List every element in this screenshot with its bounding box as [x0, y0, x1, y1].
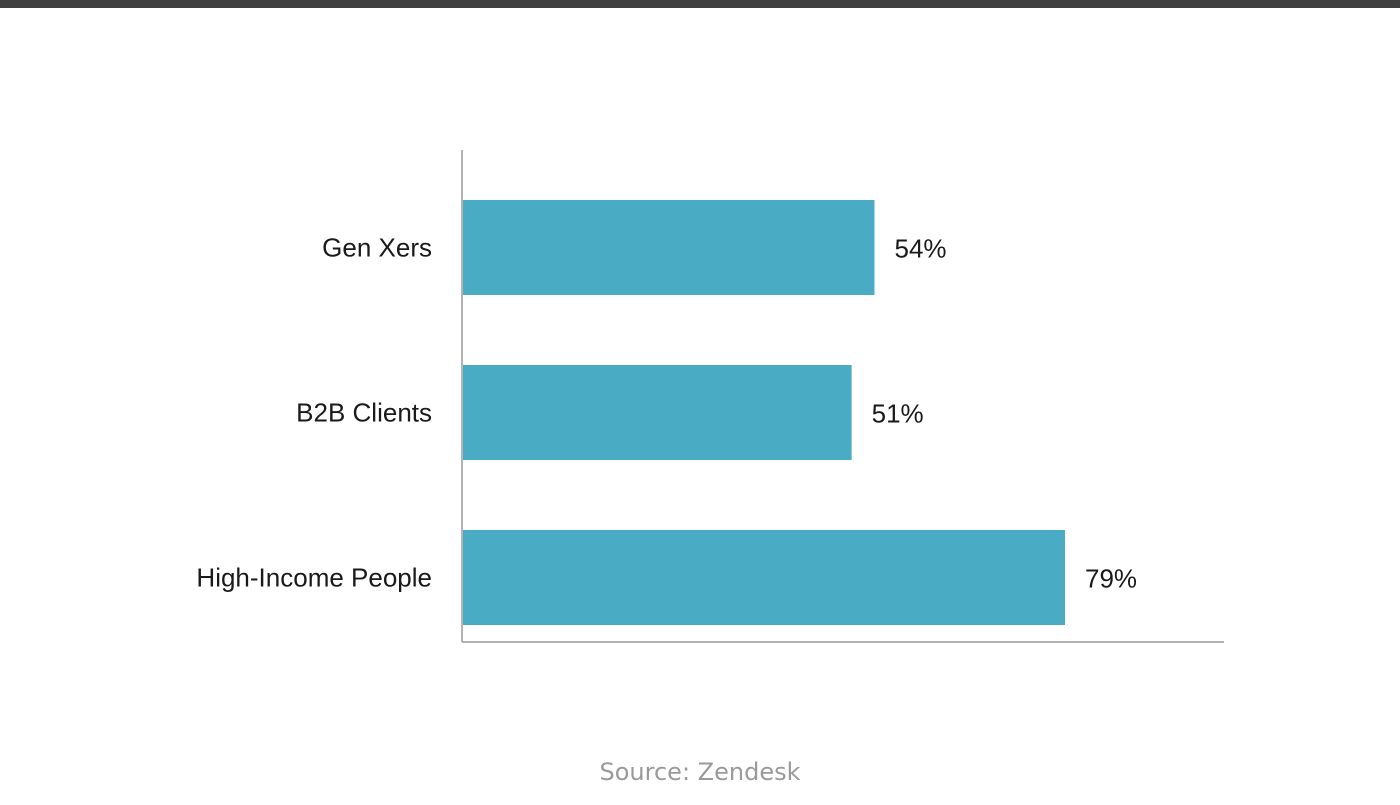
bar-2 — [463, 530, 1065, 625]
value-label-1: 51% — [872, 399, 924, 429]
bars-group: Gen Xers 54% B2B Clients 51% High-Income Peo… — [196, 200, 1137, 625]
bar-0 — [463, 200, 875, 295]
top-bar — [0, 0, 1400, 8]
category-label-0: Gen Xers — [322, 233, 432, 263]
axes-group — [461, 150, 1224, 643]
value-label-0: 54% — [894, 234, 946, 264]
category-label-1: B2B Clients — [296, 398, 432, 428]
value-label-2: 79% — [1085, 564, 1137, 594]
bar-1 — [463, 365, 852, 460]
source-caption: Source: Zendesk — [599, 758, 801, 786]
category-label-2: High-Income People — [196, 563, 432, 593]
